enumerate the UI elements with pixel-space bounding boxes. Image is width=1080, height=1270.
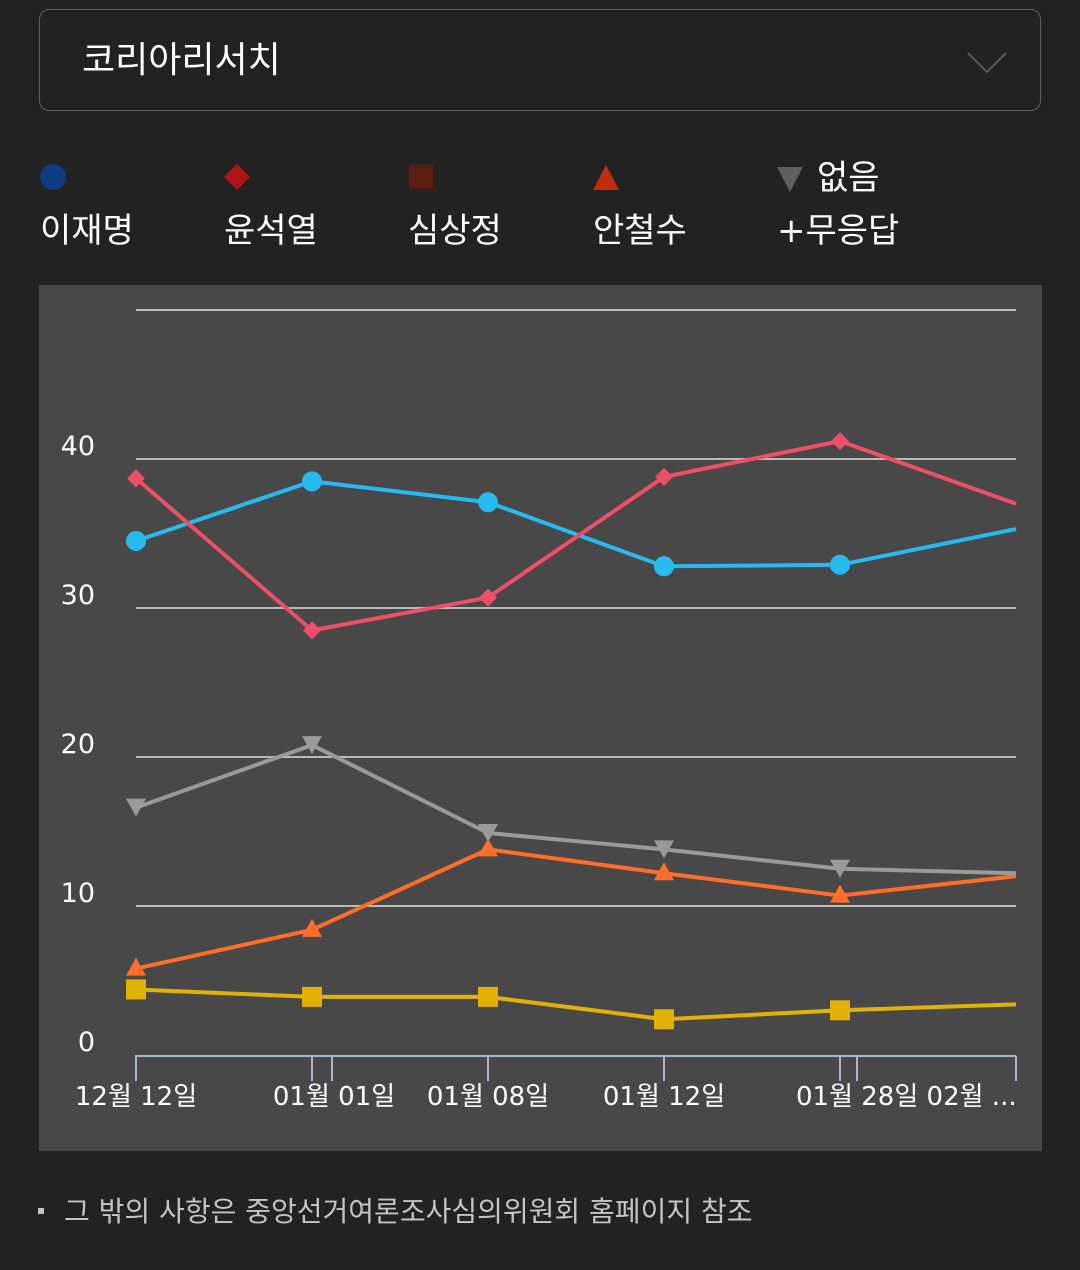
data-point (302, 918, 322, 937)
series-line (135, 479, 1017, 569)
legend-label: 없음 +무응답 (777, 152, 899, 258)
legend-label: 윤석열 (224, 211, 318, 251)
legend-label: 안철수 (593, 211, 687, 251)
x-tick-label: 12월 12일 (75, 1082, 197, 1112)
legend-label: 심상정 (408, 211, 502, 251)
line-chart-svg: 0 10 20 30 40 12월 12일 01월 01일 01월 08일 01월 12일 01월… (61, 309, 1017, 1112)
bullet-icon (38, 1208, 44, 1214)
legend-label: 이재명 (40, 211, 134, 251)
square-icon (409, 165, 433, 189)
x-tick-label: 01월 28일 02월 ... (796, 1082, 1017, 1112)
footnote-text: 그 밖의 사항은 중앙선거여론조사심의위원회 홈페이지 참조 (64, 1195, 753, 1228)
x-tick-label: 01월 01일 (273, 1082, 395, 1112)
data-point (302, 986, 322, 1007)
data-point (478, 986, 498, 1007)
data-point (831, 432, 849, 451)
pollster-dropdown[interactable]: 코리아리서치 (39, 9, 1041, 111)
data-point (126, 798, 146, 817)
data-point (654, 1009, 674, 1030)
footnote: 그 밖의 사항은 중앙선거여론조사심의위원회 홈페이지 참조 (38, 1192, 753, 1232)
triangle-icon (593, 165, 619, 190)
data-point (830, 859, 850, 878)
triangle-down-icon (777, 167, 803, 192)
data-point (126, 530, 146, 551)
diamond-icon (224, 164, 250, 190)
y-tick-label: 30 (61, 580, 95, 611)
data-point (478, 823, 498, 842)
chevron-down-icon (967, 52, 1007, 74)
data-point (654, 840, 674, 859)
y-tick-label: 40 (61, 431, 95, 462)
pollster-dropdown-value: 코리아리서치 (82, 40, 281, 81)
data-point (830, 554, 850, 575)
data-point (479, 588, 497, 607)
legend-label-line1: 없음 (817, 158, 880, 198)
data-point (126, 979, 146, 1000)
circle-icon (40, 164, 66, 190)
series-line (134, 439, 1017, 633)
series-line (135, 847, 1017, 971)
series-line (135, 743, 1017, 876)
data-point (126, 957, 146, 976)
x-tick-label: 01월 08일 (427, 1082, 549, 1112)
data-point (127, 469, 145, 488)
data-point (654, 862, 674, 881)
data-point (654, 556, 674, 577)
data-point (478, 838, 498, 857)
y-tick-label: 20 (61, 729, 95, 760)
x-tick-label: 01월 12일 (603, 1082, 725, 1112)
y-tick-label: 0 (78, 1027, 95, 1058)
data-point (830, 1000, 850, 1021)
data-point (302, 736, 322, 755)
data-point (655, 467, 673, 486)
data-point (302, 471, 322, 492)
data-point (830, 884, 850, 903)
data-point (478, 492, 498, 513)
y-tick-label: 10 (61, 878, 95, 909)
series-line (135, 987, 1017, 1022)
line-chart: 0 10 20 30 40 12월 12일 01월 01일 01월 08일 01월 12일 01월… (39, 285, 1042, 1151)
data-point (303, 621, 321, 640)
legend-label-line2: +무응답 (777, 211, 900, 251)
